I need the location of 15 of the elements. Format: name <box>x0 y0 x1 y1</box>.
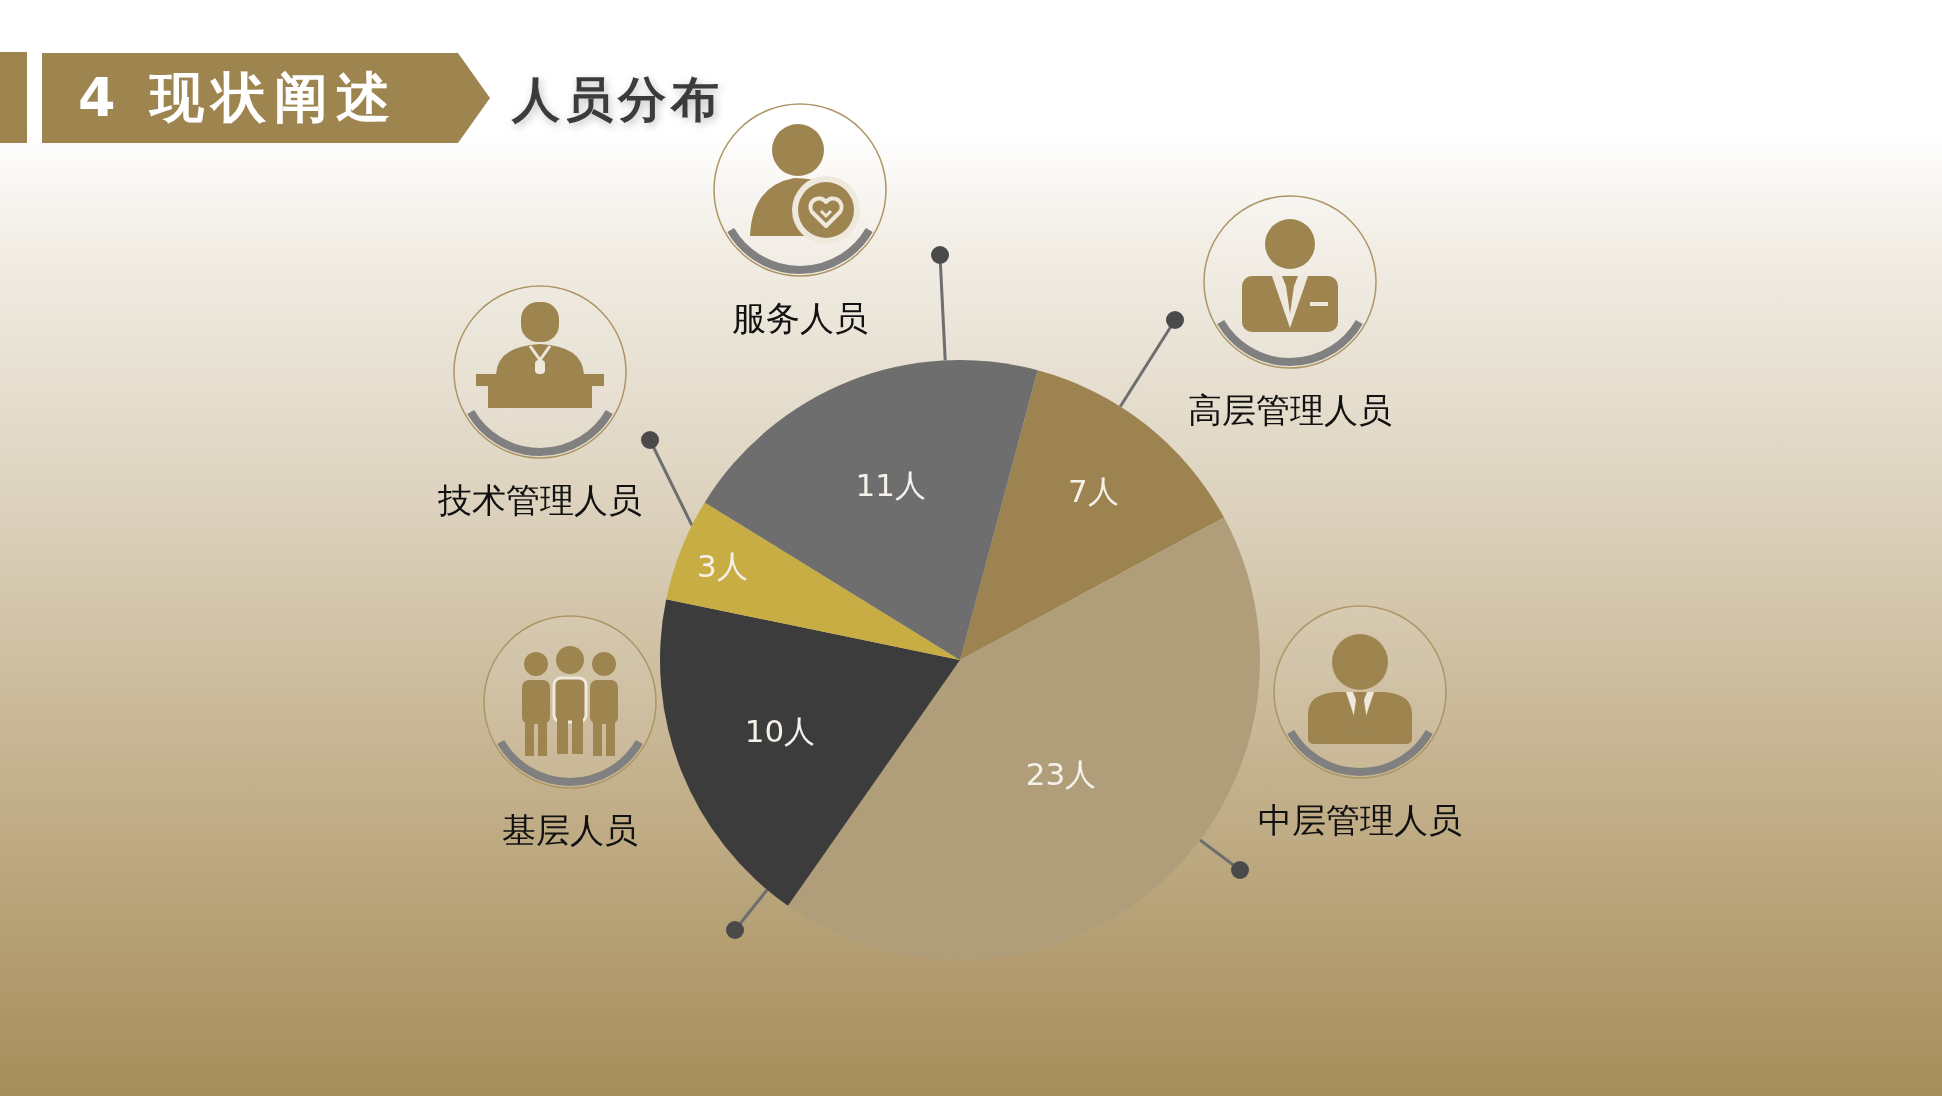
data-label: 10人 <box>744 713 816 750</box>
slice-label: 技术管理人员 <box>438 480 642 520</box>
chart-title: 4 现状阐述 <box>78 65 399 131</box>
data-label: 7人 <box>1067 473 1119 510</box>
data-label: 23人 <box>1025 755 1097 792</box>
pie-slice <box>960 370 1225 660</box>
slice-label: 高层管理人员 <box>1188 390 1392 430</box>
slice-label: 中层管理人员 <box>1258 800 1462 840</box>
chart-subtitle: 人员分布 <box>512 70 724 129</box>
slice-label: 服务人员 <box>732 298 868 338</box>
data-label: 11人 <box>855 467 926 504</box>
pie-slice <box>666 502 960 660</box>
pie-slice <box>660 599 960 906</box>
data-label: 3人 <box>697 547 748 584</box>
slice-label: 基层人员 <box>502 810 638 850</box>
